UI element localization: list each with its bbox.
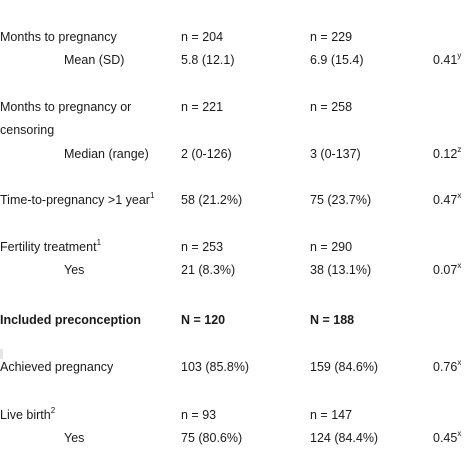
row-label-achieved-pregnancy: Achieved pregnancy [0,360,114,374]
cell-months-or-censoring-col2: n = 258 [310,100,353,114]
cell-live-birth-col1: n = 93 [181,408,217,422]
row-label-ttp-over-1yr: Time-to-pregnancy >1 year1 [0,190,155,207]
cell-median-range-col2: 3 (0-137) [310,147,361,161]
cell-median-range-col1: 2 (0-126) [181,147,232,161]
cell-mean-sd-col2: 6.9 (15.4) [310,53,364,67]
row-label-live-birth: Live birth2 [0,405,56,422]
row-label-median-range: Median (range) [64,147,149,161]
row-label-months-or-censoring-line1: Months to pregnancy or [0,100,132,114]
superscript: 1 [149,190,155,200]
superscript: 2 [50,405,56,415]
row-label-live-birth-yes: Yes [64,431,85,445]
cell-live-birth-yes-pvalue: 0.45x [433,428,462,445]
cell-months-to-pregnancy-col2: n = 229 [310,30,353,44]
row-label-fertility-treatment: Fertility treatment1 [0,237,102,254]
cell-achieved-pregnancy-pvalue: 0.76x [433,357,462,374]
superscript: 1 [96,237,102,247]
row-label-fertility-yes: Yes [64,263,85,277]
cell-fertility-yes-col1: 21 (8.3%) [181,263,236,277]
cell-live-birth-yes-col2: 124 (84.4%) [310,431,379,445]
cell-ttp-over-1yr-col2: 75 (23.7%) [310,193,372,207]
cell-live-birth-yes-col1: 75 (80.6%) [181,431,243,445]
cell-median-range-pvalue: 0.12z [433,144,462,161]
superscript: y [457,50,462,60]
cell-included-preconception-col1: N = 120 [181,313,226,327]
cell-live-birth-col2: n = 147 [310,408,353,422]
cell-fertility-yes-col2: 38 (13.1%) [310,263,372,277]
cell-ttp-over-1yr-pvalue: 0.47x [433,190,462,207]
edge-artifact [0,349,3,359]
cell-included-preconception-col2: N = 188 [310,313,355,327]
cell-mean-sd-col1: 5.8 (12.1) [181,53,235,67]
cell-mean-sd-pvalue: 0.41y [433,50,462,67]
cell-months-to-pregnancy-col1: n = 204 [181,30,224,44]
section-heading-included-preconception: Included preconception [0,313,141,327]
cell-months-or-censoring-col1: n = 221 [181,100,224,114]
row-label-months-to-pregnancy: Months to pregnancy [0,30,117,44]
cell-achieved-pregnancy-col2: 159 (84.6%) [310,360,379,374]
superscript: x [457,357,462,367]
superscript: z [457,144,462,154]
cell-fertility-treatment-col1: n = 253 [181,240,224,254]
superscript: x [457,260,462,270]
row-label-months-or-censoring-line2: censoring [0,123,55,137]
cell-achieved-pregnancy-col1: 103 (85.8%) [181,360,250,374]
cell-fertility-yes-pvalue: 0.07x [433,260,462,277]
cell-fertility-treatment-col2: n = 290 [310,240,353,254]
superscript: x [457,428,462,438]
row-label-mean-sd: Mean (SD) [64,53,125,67]
cell-ttp-over-1yr-col1: 58 (21.2%) [181,193,243,207]
superscript: x [457,190,462,200]
